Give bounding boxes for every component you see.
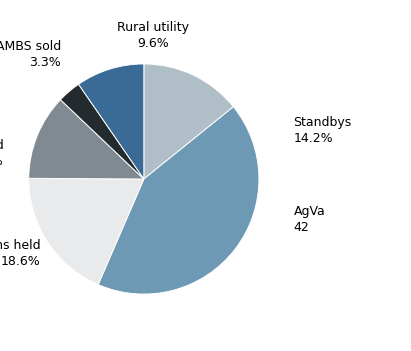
Text: Standbys
14.2%: Standbys 14.2% bbox=[293, 116, 352, 145]
Wedge shape bbox=[29, 100, 144, 179]
Wedge shape bbox=[98, 107, 259, 294]
Text: AMBS sold
3.3%: AMBS sold 3.3% bbox=[0, 40, 61, 69]
Text: AMBS held
12.0%: AMBS held 12.0% bbox=[0, 139, 3, 168]
Wedge shape bbox=[144, 64, 233, 179]
Text: AgVa
42: AgVa 42 bbox=[293, 205, 325, 234]
Text: Loans held
18.6%: Loans held 18.6% bbox=[0, 239, 40, 268]
Wedge shape bbox=[79, 64, 144, 179]
Wedge shape bbox=[29, 178, 144, 285]
Wedge shape bbox=[60, 84, 144, 179]
Text: Rural utility
9.6%: Rural utility 9.6% bbox=[117, 21, 189, 49]
